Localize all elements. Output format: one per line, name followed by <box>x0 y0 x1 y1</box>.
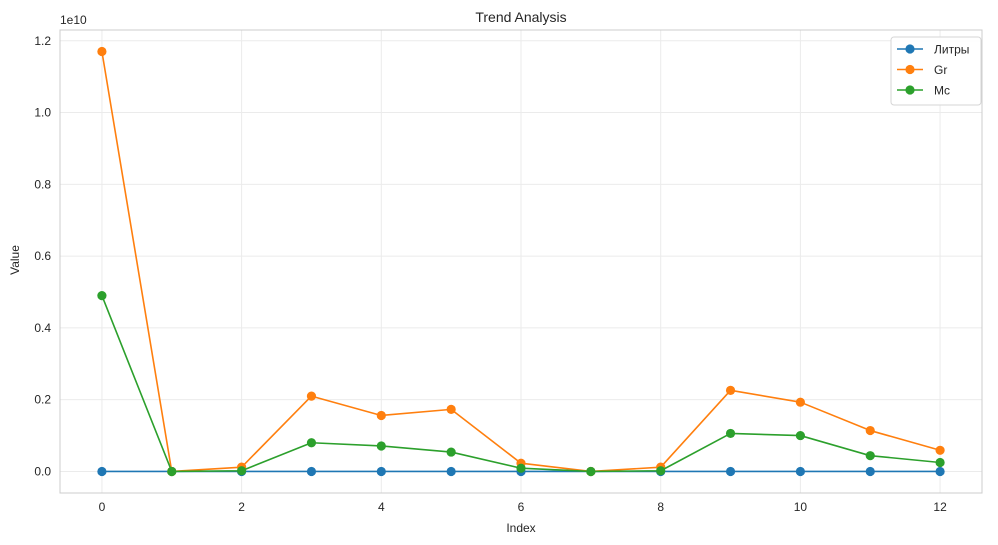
legend-item: Gr <box>897 63 947 77</box>
data-point <box>725 428 736 439</box>
chart-title: Trend Analysis <box>475 9 566 25</box>
plot-area <box>59 29 983 494</box>
y-axis-offset-label: 1e10 <box>60 13 87 27</box>
y-axis-label: Value <box>8 245 22 275</box>
data-point <box>306 466 317 477</box>
x-tick-label: 0 <box>99 500 106 514</box>
data-point <box>97 466 107 477</box>
data-point <box>656 466 666 476</box>
x-axis-label: Index <box>506 521 535 535</box>
series-3 <box>97 290 945 477</box>
data-point <box>237 466 247 476</box>
data-point <box>446 447 456 457</box>
data-point <box>167 466 177 477</box>
legend-marker <box>905 64 915 75</box>
data-point <box>516 463 526 473</box>
x-axis-ticks: 0 2 4 6 8 10 12 <box>99 500 948 514</box>
data-point <box>306 391 317 401</box>
x-tick-label: 12 <box>933 500 947 514</box>
data-point <box>306 438 317 448</box>
y-tick-label: 0.8 <box>34 177 51 191</box>
y-tick-label: 1.0 <box>34 106 51 120</box>
data-point <box>935 445 945 455</box>
legend-label: Mc <box>934 84 950 98</box>
data-point <box>865 451 875 461</box>
x-tick-label: 10 <box>794 500 808 514</box>
y-tick-label: 0.0 <box>34 464 51 478</box>
x-tick-label: 8 <box>657 500 664 514</box>
legend-marker <box>905 85 915 95</box>
y-tick-label: 0.2 <box>34 393 51 407</box>
y-tick-label: 0.4 <box>34 321 51 335</box>
data-point <box>725 466 736 477</box>
data-point <box>446 404 456 414</box>
data-point <box>376 441 386 451</box>
legend-label: Gr <box>934 63 947 77</box>
data-point <box>446 466 456 477</box>
legend-item: Литры <box>897 43 969 57</box>
x-tick-label: 2 <box>238 500 245 514</box>
data-point <box>865 466 875 477</box>
y-tick-label: 1.2 <box>34 34 51 48</box>
y-tick-label: 0.6 <box>34 249 51 263</box>
data-point <box>865 425 875 436</box>
legend-item: Mc <box>897 84 950 98</box>
data-point <box>935 457 945 468</box>
x-tick-label: 6 <box>518 500 525 514</box>
data-point <box>795 430 805 441</box>
legend-marker <box>905 44 915 54</box>
data-point <box>935 466 945 477</box>
y-axis-ticks: 0.0 0.2 0.4 0.6 0.8 1.0 1.2 <box>34 34 51 479</box>
data-point <box>376 410 386 421</box>
data-point <box>376 466 386 477</box>
legend: Литры Gr Mc <box>890 36 982 106</box>
data-point <box>586 466 596 477</box>
series-layer <box>97 46 945 477</box>
data-point <box>795 466 805 477</box>
legend-label: Литры <box>934 43 969 57</box>
data-point <box>795 397 805 407</box>
data-point <box>97 46 107 57</box>
data-point <box>725 385 736 395</box>
data-point <box>97 290 107 301</box>
x-tick-label: 4 <box>378 500 385 514</box>
